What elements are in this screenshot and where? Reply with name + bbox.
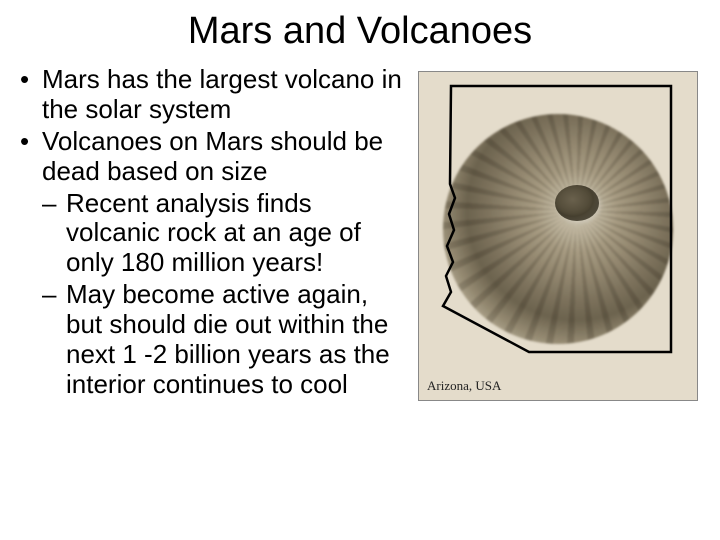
sub-bullet-item: Recent analysis finds volcanic rock at a… [42, 189, 408, 279]
sub-bullet-item: May become active again, but should die … [42, 280, 408, 400]
bullet-item: Mars has the largest volcano in the sola… [18, 65, 408, 125]
text-column: Mars has the largest volcano in the sola… [18, 65, 408, 402]
bullet-text: Volcanoes on Mars should be dead based o… [42, 126, 383, 186]
sub-bullet-list: Recent analysis finds volcanic rock at a… [42, 189, 408, 400]
bullet-item: Volcanoes on Mars should be dead based o… [18, 127, 408, 400]
content-row: Mars has the largest volcano in the sola… [18, 65, 702, 402]
bullet-text: Mars has the largest volcano in the sola… [42, 64, 402, 124]
sub-bullet-text: May become active again, but should die … [66, 279, 390, 399]
slide: Mars and Volcanoes Mars has the largest … [0, 0, 720, 540]
arizona-outline [433, 80, 683, 365]
figure-caption: Arizona, USA [427, 378, 501, 394]
sub-bullet-text: Recent analysis finds volcanic rock at a… [66, 188, 361, 278]
volcano-figure: Arizona, USA [418, 71, 698, 401]
bullet-list: Mars has the largest volcano in the sola… [18, 65, 408, 400]
image-column: Arizona, USA [414, 65, 702, 402]
slide-title: Mars and Volcanoes [18, 10, 702, 53]
